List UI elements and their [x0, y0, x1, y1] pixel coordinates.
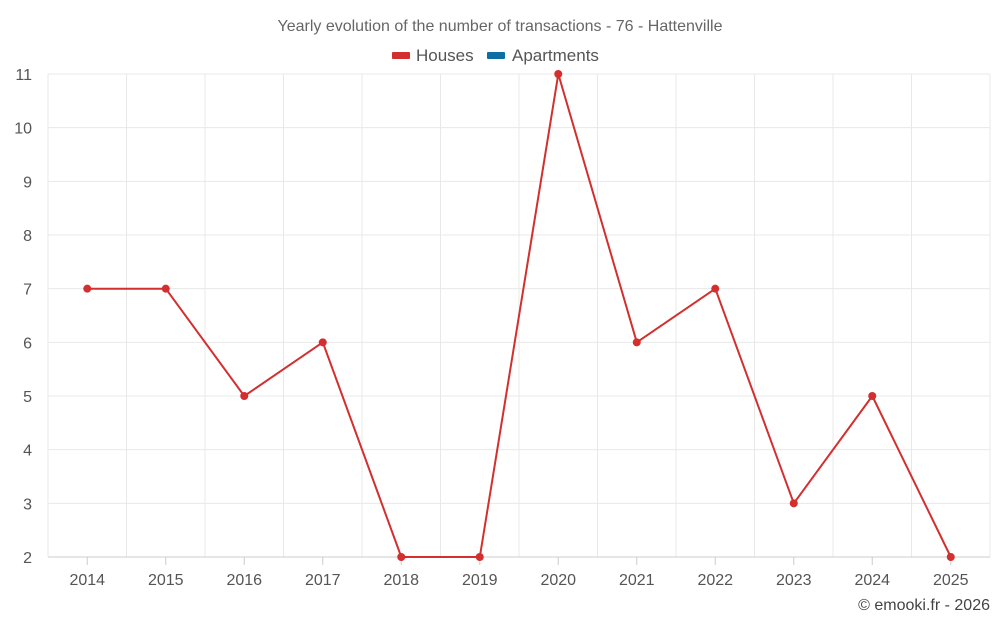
y-tick-label: 10	[14, 121, 32, 138]
chart-title: Yearly evolution of the number of transa…	[278, 18, 723, 35]
data-point-houses-2015[interactable]	[161, 284, 170, 293]
y-tick-label: 11	[15, 67, 32, 84]
legend-item-apartments[interactable]: Apartments	[487, 46, 599, 65]
x-tick-label: 2019	[462, 572, 498, 589]
x-tick-label: 2018	[383, 572, 419, 589]
x-tick-label: 2024	[854, 572, 890, 589]
y-tick-label: 9	[23, 174, 32, 191]
legend-label-houses: Houses	[416, 46, 474, 65]
x-tick-label: 2023	[776, 572, 812, 589]
data-point-houses-2014[interactable]	[83, 284, 92, 293]
x-axis: 2014 2015 2016 2017 2018 2019 2020 2021 2022 2023…	[69, 557, 969, 589]
y-axis: 2 3 4 5 6 7 8 9 10 11	[14, 67, 32, 567]
x-tick-label: 2020	[540, 572, 576, 589]
y-tick-label: 2	[23, 550, 32, 567]
data-point-houses-2024[interactable]	[868, 392, 877, 400]
y-tick-label: 7	[23, 282, 32, 299]
legend: Houses Apartments	[392, 46, 599, 65]
data-point-houses-2018[interactable]	[397, 553, 406, 561]
data-point-houses-2021[interactable]	[632, 338, 641, 347]
y-tick-label: 4	[23, 443, 32, 460]
legend-swatch-apartments	[487, 52, 505, 59]
x-tick-label: 2014	[69, 572, 105, 589]
data-point-houses-2025[interactable]	[946, 553, 955, 561]
x-tick-label: 2015	[148, 572, 184, 589]
x-tick-label: 2016	[226, 572, 262, 589]
legend-label-apartments: Apartments	[512, 46, 599, 65]
y-tick-label: 6	[23, 335, 32, 352]
x-tick-label: 2022	[697, 572, 733, 589]
legend-swatch-houses	[392, 52, 410, 59]
x-tick-label: 2021	[619, 572, 655, 589]
data-point-houses-2016[interactable]	[240, 392, 249, 400]
data-point-houses-2022[interactable]	[711, 284, 720, 293]
x-tick-label: 2017	[305, 572, 341, 589]
x-tick-label: 2025	[933, 572, 969, 589]
y-tick-label: 5	[23, 389, 32, 406]
data-point-houses-2019[interactable]	[475, 553, 484, 561]
data-point-houses-2023[interactable]	[789, 499, 798, 508]
series-line-houses	[87, 73, 952, 558]
y-tick-label: 8	[23, 228, 32, 245]
credit-text: © emooki.fr - 2026	[858, 597, 990, 614]
series-houses	[83, 70, 955, 561]
legend-item-houses[interactable]: Houses	[392, 46, 474, 65]
data-point-houses-2020[interactable]	[554, 70, 563, 78]
grid	[47, 73, 991, 558]
data-point-houses-2017[interactable]	[318, 338, 327, 347]
y-tick-label: 3	[23, 496, 32, 513]
